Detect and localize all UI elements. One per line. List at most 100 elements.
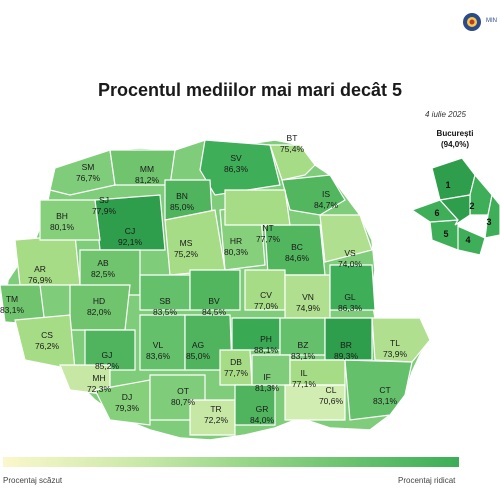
county-label-br: BR 89,3% — [334, 340, 358, 362]
county-label-vl: VL 83,6% — [146, 340, 170, 362]
county-code: SB — [159, 296, 171, 306]
county-label-dj: DJ 79,3% — [115, 392, 139, 414]
region-ct — [344, 359, 413, 421]
county-value: 77,0% — [253, 301, 279, 311]
county-label-cv: CV 77,0% — [254, 290, 278, 312]
sector-label-6: 6 — [434, 208, 440, 218]
county-code: CJ — [124, 226, 136, 236]
county-value: 80,3% — [223, 247, 249, 257]
county-code: TL — [390, 338, 400, 348]
county-label-hr: HR 80,3% — [224, 236, 248, 258]
county-label-ag: AG 85,0% — [186, 340, 210, 362]
region-gl — [329, 264, 376, 311]
county-code: NT — [262, 223, 274, 233]
region-bh — [39, 199, 101, 241]
county-value: 76,9% — [27, 275, 53, 285]
county-code: BH — [56, 211, 68, 221]
county-value: 83,5% — [152, 307, 178, 317]
county-value: 81,3% — [254, 383, 280, 393]
county-value: 83,6% — [145, 351, 171, 361]
county-value: 85,0% — [169, 202, 195, 212]
county-code: MH — [92, 373, 106, 383]
county-label-tl: TL 73,9% — [383, 338, 407, 360]
county-value: 88,1% — [253, 345, 279, 355]
sector-label-5: 5 — [443, 229, 449, 239]
county-label-cl: CL 70,6% — [319, 385, 343, 407]
county-value: 85,0% — [185, 351, 211, 361]
county-value: 70,6% — [318, 396, 344, 406]
county-label-bc: BC 84,6% — [285, 242, 309, 264]
county-code: IF — [263, 372, 271, 382]
bucharest-inset — [410, 157, 500, 256]
county-label-tm: TM 83,1% — [0, 294, 24, 316]
sector-3-shape — [484, 193, 500, 239]
county-code: VS — [344, 248, 356, 258]
county-label-vn: VN 74,9% — [296, 292, 320, 314]
county-code: SM — [81, 162, 95, 172]
county-code: MS — [179, 238, 193, 248]
sector-label-2: 2 — [469, 201, 475, 211]
county-code: MM — [139, 164, 155, 174]
county-code: BZ — [297, 340, 309, 350]
county-value: 74,0% — [337, 259, 363, 269]
county-label-ab: AB 82,5% — [91, 258, 115, 280]
bucharest-name: București — [436, 129, 474, 138]
county-value: 79,3% — [114, 403, 140, 413]
county-value: 89,3% — [333, 351, 359, 361]
map-title: Procentul mediilor mai mari decât 5 — [97, 80, 403, 100]
county-label-tr: TR 72,2% — [204, 404, 228, 426]
county-label-hd: HD 82,0% — [87, 296, 111, 318]
sector-center-shape — [438, 194, 471, 226]
county-value: 77,9% — [91, 206, 117, 216]
county-code: VN — [302, 292, 314, 302]
county-value: 76,2% — [34, 341, 60, 351]
region-bv — [189, 269, 241, 311]
county-label-ph: PH 88,1% — [254, 334, 278, 356]
region-sm — [49, 149, 116, 196]
county-code: DB — [230, 357, 242, 367]
county-code: IL — [300, 368, 308, 378]
legend-gradient-bar — [3, 457, 459, 467]
sector-label-1: 1 — [445, 180, 451, 190]
county-value: 77,7% — [255, 234, 281, 244]
county-label-cs: CS 76,2% — [35, 330, 59, 352]
county-value: 72,2% — [203, 415, 229, 425]
region-is — [281, 174, 346, 216]
county-code: AG — [191, 340, 205, 350]
county-label-bt: BT 75,4% — [280, 133, 304, 155]
county-label-if: IF 81,3% — [255, 372, 279, 394]
region-gj — [84, 329, 136, 371]
region-vs — [319, 214, 373, 263]
county-label-is: IS 84,7% — [314, 189, 338, 211]
county-value: 83,1% — [290, 351, 316, 361]
county-label-sj: SJ 77,9% — [92, 195, 116, 217]
county-label-bv: BV 84,5% — [202, 296, 226, 318]
legend-low-label: Procentaj scăzut — [3, 476, 63, 485]
county-value: 84,7% — [313, 200, 339, 210]
county-code: BT — [286, 133, 298, 143]
county-value: 84,6% — [284, 253, 310, 263]
county-code: AB — [97, 258, 109, 268]
county-label-gl: GL 86,3% — [338, 292, 362, 314]
county-label-ms: MS 75,2% — [174, 238, 198, 260]
county-code: BN — [176, 191, 188, 201]
county-label-gj: GJ 85,2% — [95, 350, 119, 372]
county-code: VL — [152, 340, 164, 350]
county-label-nt: NT 77,7% — [256, 223, 280, 245]
county-label-gr: GR 84,0% — [250, 404, 274, 426]
county-label-ar: AR 76,9% — [28, 264, 52, 286]
county-value: 75,4% — [279, 144, 305, 154]
county-code: DJ — [121, 392, 133, 402]
county-value: 72,3% — [86, 384, 112, 394]
county-label-bn: BN 85,0% — [170, 191, 194, 213]
county-value: 92,1% — [117, 237, 143, 247]
county-value: 80,7% — [170, 397, 196, 407]
county-value: 84,5% — [201, 307, 227, 317]
county-value: 84,0% — [249, 415, 275, 425]
county-code: CV — [260, 290, 272, 300]
region-tl — [371, 317, 431, 363]
county-value: 85,2% — [94, 361, 120, 371]
county-label-bh: BH 80,1% — [50, 211, 74, 233]
region-bt — [269, 144, 316, 181]
